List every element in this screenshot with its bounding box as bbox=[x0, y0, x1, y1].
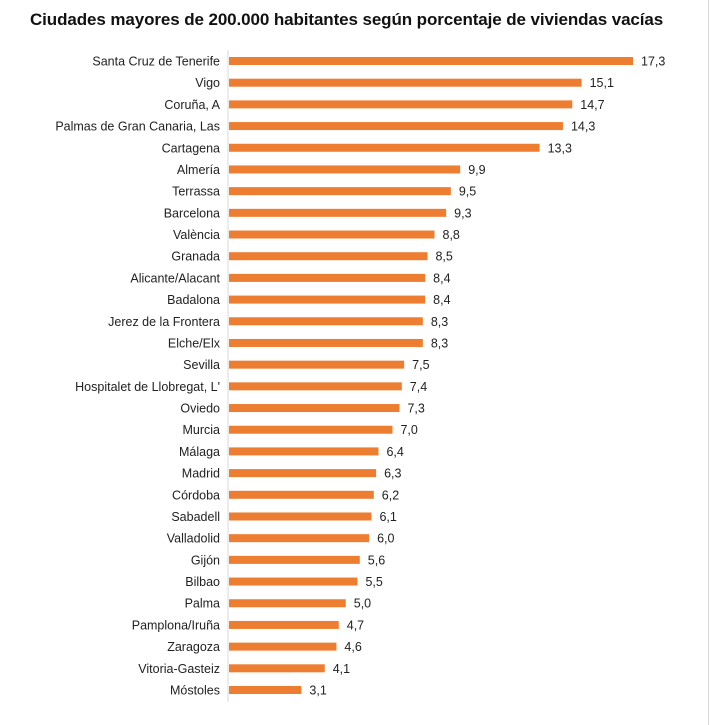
category-label: Badalona bbox=[167, 293, 220, 307]
value-label: 6,0 bbox=[377, 532, 394, 546]
bar bbox=[229, 512, 372, 521]
category-label: Coruña, A bbox=[164, 98, 220, 112]
bar bbox=[229, 664, 325, 673]
bar bbox=[229, 555, 360, 564]
category-label: Bilbao bbox=[185, 575, 220, 589]
category-label: Sevilla bbox=[183, 358, 220, 372]
bar bbox=[229, 230, 435, 239]
bar bbox=[229, 620, 339, 629]
category-label: Granada bbox=[171, 250, 220, 264]
category-label: Santa Cruz de Tenerife bbox=[92, 55, 220, 69]
value-label: 8,4 bbox=[433, 293, 450, 307]
value-label: 4,7 bbox=[347, 618, 364, 632]
category-label: Hospitalet de Llobregat, L' bbox=[75, 380, 220, 394]
category-label: Murcia bbox=[182, 423, 220, 437]
value-label: 9,9 bbox=[468, 163, 485, 177]
value-label: 8,3 bbox=[431, 336, 448, 350]
category-label: Córdoba bbox=[172, 488, 220, 502]
category-label: Barcelona bbox=[164, 206, 220, 220]
category-label: Oviedo bbox=[180, 402, 220, 416]
bar bbox=[229, 338, 423, 347]
value-label: 4,1 bbox=[333, 662, 350, 676]
category-label: Palma bbox=[185, 597, 220, 611]
frame-border bbox=[708, 0, 709, 725]
bar bbox=[229, 143, 540, 152]
value-label: 6,2 bbox=[382, 488, 399, 502]
value-label: 7,3 bbox=[407, 402, 424, 416]
bar bbox=[229, 425, 393, 434]
category-label: Zaragoza bbox=[167, 640, 220, 654]
category-label: Sabadell bbox=[171, 510, 220, 524]
category-label: Madrid bbox=[182, 467, 220, 481]
value-label: 7,0 bbox=[400, 423, 417, 437]
bar bbox=[229, 208, 447, 217]
bar bbox=[229, 382, 402, 391]
category-label: Jerez de la Frontera bbox=[108, 315, 220, 329]
bar bbox=[229, 599, 346, 608]
category-label: Pamplona/Iruña bbox=[132, 618, 220, 632]
category-label: València bbox=[173, 228, 220, 242]
category-label: Cartagena bbox=[162, 141, 220, 155]
category-label: Móstoles bbox=[170, 684, 220, 698]
bar bbox=[229, 534, 370, 543]
bar bbox=[229, 490, 374, 499]
value-label: 14,7 bbox=[580, 98, 604, 112]
bar bbox=[229, 273, 426, 282]
bar bbox=[229, 469, 377, 478]
value-label: 5,5 bbox=[365, 575, 382, 589]
value-label: 5,0 bbox=[354, 597, 371, 611]
category-label: Valladolid bbox=[167, 532, 220, 546]
value-label: 9,5 bbox=[459, 185, 476, 199]
value-label: 6,3 bbox=[384, 467, 401, 481]
bar bbox=[229, 57, 633, 65]
bar bbox=[229, 404, 400, 413]
bar bbox=[229, 122, 563, 131]
value-label: 7,5 bbox=[412, 358, 429, 372]
bar bbox=[229, 252, 428, 261]
category-label: Vigo bbox=[195, 76, 220, 90]
value-label: 14,3 bbox=[571, 120, 595, 134]
value-label: 8,4 bbox=[433, 271, 450, 285]
bar bbox=[229, 187, 451, 196]
value-label: 3,1 bbox=[309, 684, 326, 698]
bar bbox=[229, 165, 461, 174]
bar bbox=[229, 577, 358, 586]
value-label: 8,3 bbox=[431, 315, 448, 329]
bar bbox=[229, 642, 337, 651]
value-label: 9,3 bbox=[454, 206, 471, 220]
category-label: Vitoria-Gasteiz bbox=[138, 662, 220, 676]
category-label: Almería bbox=[177, 163, 220, 177]
category-label: Elche/Elx bbox=[168, 336, 221, 350]
value-label: 13,3 bbox=[548, 141, 572, 155]
category-label: Alicante/Alacant bbox=[130, 271, 220, 285]
value-label: 17,3 bbox=[641, 55, 665, 69]
bar bbox=[229, 78, 582, 87]
value-label: 8,8 bbox=[443, 228, 460, 242]
value-label: 8,5 bbox=[435, 250, 452, 264]
value-label: 6,1 bbox=[379, 510, 396, 524]
category-label: Palmas de Gran Canaria, Las bbox=[55, 120, 220, 134]
value-label: 6,4 bbox=[386, 445, 403, 459]
bar bbox=[229, 317, 423, 326]
value-label: 4,6 bbox=[344, 640, 361, 654]
value-label: 5,6 bbox=[368, 553, 385, 567]
category-label: Terrassa bbox=[172, 185, 220, 199]
bar bbox=[229, 360, 405, 369]
value-label: 7,4 bbox=[410, 380, 427, 394]
bar bbox=[229, 447, 379, 456]
bar bbox=[229, 686, 302, 694]
category-label: Málaga bbox=[179, 445, 220, 459]
bar bbox=[229, 295, 426, 304]
bar bbox=[229, 100, 573, 109]
chart-title: Ciudades mayores de 200.000 habitantes s… bbox=[30, 10, 664, 29]
category-label: Gijón bbox=[191, 553, 220, 567]
value-label: 15,1 bbox=[590, 76, 614, 90]
